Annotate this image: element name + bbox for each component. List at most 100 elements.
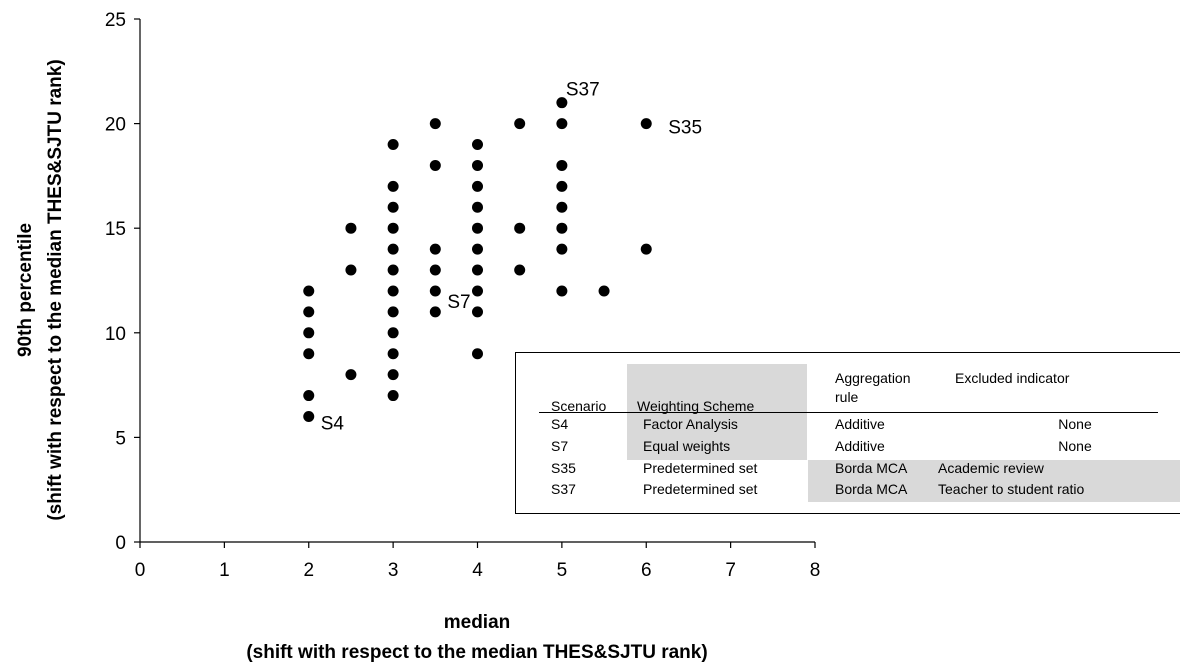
x-tick-label: 6 <box>641 560 652 581</box>
data-point <box>556 285 568 297</box>
row3-aggregation: Borda MCA <box>835 460 908 476</box>
data-point <box>387 180 399 192</box>
data-point <box>387 201 399 213</box>
y-axis-title: 90th percentile <box>15 223 36 357</box>
y-tick-label: 0 <box>115 533 126 554</box>
y-axis-subtitle: (shift with respect to the median THES&S… <box>45 59 66 520</box>
x-tick-label: 3 <box>388 560 399 581</box>
data-point <box>387 264 399 276</box>
header-aggregation-line1: Aggregation <box>835 370 911 386</box>
data-point <box>387 243 399 255</box>
data-point <box>345 222 357 234</box>
y-tick-label: 20 <box>105 115 126 136</box>
data-point <box>556 118 568 130</box>
header-aggregation-line2: rule <box>835 389 859 405</box>
x-tick-label: 5 <box>557 560 568 581</box>
data-points <box>303 97 652 422</box>
header-excluded: Excluded indicator <box>955 370 1070 386</box>
row1-weighting: Factor Analysis <box>643 416 738 432</box>
point-annotation: S4 <box>321 413 345 434</box>
point-annotation: S37 <box>566 80 600 101</box>
x-tick-label: 0 <box>135 560 146 581</box>
table-header-rule <box>539 412 1158 413</box>
data-point <box>303 327 315 339</box>
point-annotation: S35 <box>668 118 702 139</box>
data-point <box>345 369 357 381</box>
row4-scenario: S37 <box>551 481 576 497</box>
data-point <box>387 285 399 297</box>
data-point <box>387 369 399 381</box>
y-tick-label: 25 <box>105 10 126 31</box>
data-point <box>429 118 441 130</box>
data-point <box>514 118 526 130</box>
row1-scenario: S4 <box>551 416 569 432</box>
x-tick-label: 1 <box>219 560 230 581</box>
data-point <box>556 180 568 192</box>
data-point <box>556 243 568 255</box>
row3-excluded: Academic review <box>938 460 1044 476</box>
data-point <box>429 306 441 318</box>
point-annotations: S4 S7 S35 S37 <box>321 80 702 435</box>
row2-weighting: Equal weights <box>643 438 731 454</box>
x-axis-title: median <box>444 612 511 633</box>
scenario-table: Scenario Weighting Scheme Aggregation ru… <box>515 352 1180 514</box>
point-annotation: S7 <box>447 292 470 313</box>
row2-scenario: S7 <box>551 438 569 454</box>
x-axis-subtitle: (shift with respect to the median THES&S… <box>246 642 707 663</box>
data-point <box>387 139 399 151</box>
data-point <box>303 306 315 318</box>
data-point <box>472 285 483 297</box>
row2-excluded: None <box>1058 438 1092 454</box>
data-point <box>387 306 399 318</box>
data-point <box>472 201 483 213</box>
row3-weighting: Predetermined set <box>643 460 758 476</box>
data-point <box>472 180 483 192</box>
borda-rows-shade <box>808 460 1180 502</box>
data-point <box>303 348 315 360</box>
data-point <box>514 222 526 234</box>
data-point <box>472 222 483 234</box>
data-point <box>387 222 399 234</box>
data-point <box>472 348 483 360</box>
x-tick-label: 2 <box>303 560 314 581</box>
data-point <box>472 139 483 151</box>
data-point <box>387 348 399 360</box>
row1-excluded: None <box>1058 416 1092 432</box>
data-point <box>472 159 483 171</box>
data-point <box>514 264 526 276</box>
row1-aggregation: Additive <box>835 416 885 432</box>
row2-aggregation: Additive <box>835 438 885 454</box>
row4-excluded: Teacher to student ratio <box>938 481 1085 497</box>
data-point <box>472 306 483 318</box>
y-tick-label: 15 <box>105 219 126 240</box>
x-tick-label: 8 <box>810 560 821 581</box>
data-point <box>472 243 483 255</box>
x-axis-ticks: 0 1 2 3 4 5 6 7 8 <box>135 542 821 581</box>
row3-scenario: S35 <box>551 460 576 476</box>
x-tick-label: 4 <box>472 560 483 581</box>
data-point <box>640 118 652 130</box>
data-point <box>429 159 441 171</box>
data-point <box>556 222 568 234</box>
data-point <box>556 97 568 109</box>
header-weighting: Weighting Scheme <box>637 398 755 414</box>
data-point <box>303 285 315 297</box>
data-point <box>387 327 399 339</box>
data-point <box>640 243 652 255</box>
data-point <box>556 159 568 171</box>
data-point <box>345 264 357 276</box>
data-point <box>303 410 315 422</box>
data-point <box>598 285 610 297</box>
data-point <box>429 243 441 255</box>
data-point <box>472 264 483 276</box>
data-point <box>303 390 315 402</box>
x-tick-label: 7 <box>725 560 736 581</box>
row4-weighting: Predetermined set <box>643 481 758 497</box>
y-tick-label: 10 <box>105 324 126 345</box>
data-point <box>556 201 568 213</box>
data-point <box>387 390 399 402</box>
data-point <box>429 285 441 297</box>
header-scenario: Scenario <box>551 398 607 414</box>
y-tick-label: 5 <box>115 428 126 449</box>
